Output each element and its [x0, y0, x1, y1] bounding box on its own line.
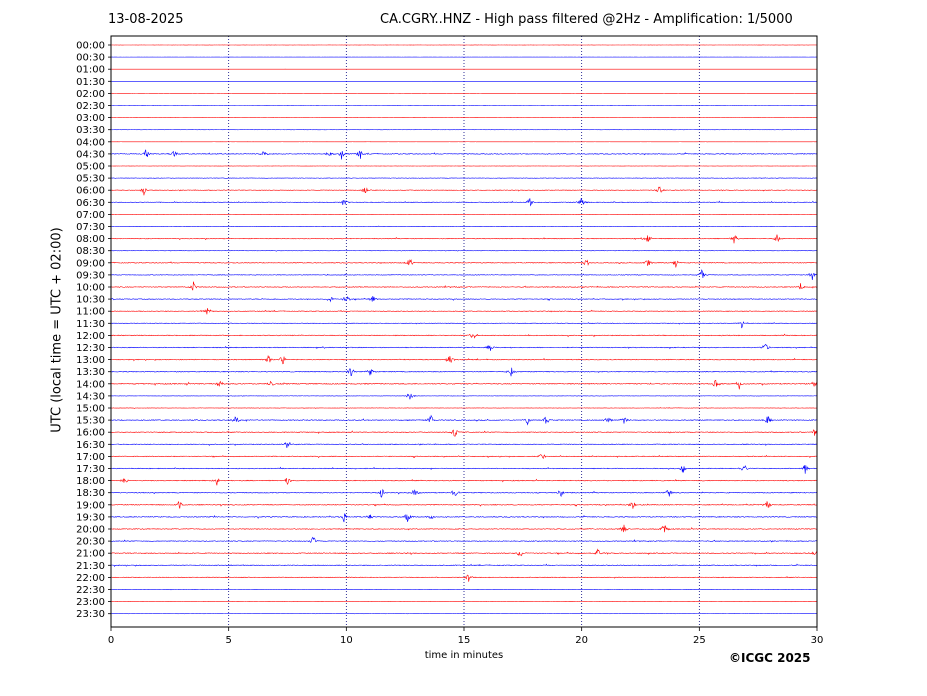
y-tick-label: 21:30: [76, 561, 105, 572]
y-tick-label: 00:00: [76, 41, 105, 52]
y-tick-label: 10:30: [76, 295, 105, 306]
trace-1000: [110, 281, 818, 291]
y-tick-label: 17:00: [76, 452, 105, 463]
trace-1730: [110, 465, 818, 474]
y-tick-label: 15:00: [76, 404, 105, 415]
y-tick-label: 05:30: [76, 174, 105, 185]
trace-1430: [110, 393, 818, 400]
trace-1400: [110, 379, 818, 390]
y-tick-label: 14:00: [76, 379, 105, 390]
y-tick-label: 12:00: [76, 331, 105, 342]
y-tick-label: 07:00: [76, 210, 105, 221]
chart-title: CA.CGRY..HNZ - High pass filtered @2Hz -…: [380, 12, 793, 27]
x-axis-label: time in minutes: [424, 650, 504, 661]
y-tick-label: 23:30: [76, 609, 105, 620]
trace-0430: [110, 149, 818, 160]
grid-layer: [228, 36, 700, 627]
trace-0600: [110, 186, 818, 196]
y-tick-label: 20:30: [76, 537, 105, 548]
trace-1330: [110, 367, 818, 377]
trace-2200: [110, 574, 818, 582]
y-tick-label: 09:30: [76, 270, 105, 281]
trace-1100: [110, 308, 818, 315]
trace-0900: [110, 259, 818, 268]
plot-frame: [110, 35, 818, 628]
y-tick-label: 14:30: [76, 391, 105, 402]
trace-1030: [110, 296, 818, 303]
trace-0930: [110, 269, 818, 280]
y-tick-label: 06:30: [76, 198, 105, 209]
y-tick-label: 15:30: [76, 416, 105, 427]
y-tick-label: 02:00: [76, 89, 105, 100]
trace-0830: [110, 249, 818, 252]
trace-1800: [110, 478, 818, 486]
y-tick-label: 10:00: [76, 283, 105, 294]
x-tick-label: 20: [575, 635, 588, 646]
trace-layer: [110, 44, 818, 615]
trace-2030: [110, 536, 818, 543]
y-tick-label: 18:00: [76, 476, 105, 487]
tick-layer: 00:0000:3001:0001:3002:0002:3003:0003:30…: [76, 41, 823, 647]
x-tick-label: 10: [340, 635, 353, 646]
y-tick-label: 09:00: [76, 258, 105, 269]
y-tick-label: 06:00: [76, 186, 105, 197]
y-tick-label: 20:00: [76, 525, 105, 536]
trace-1230: [110, 343, 818, 351]
y-tick-label: 00:30: [76, 53, 105, 64]
trace-2130: [110, 563, 818, 568]
trace-1700: [110, 454, 818, 459]
trace-0630: [110, 197, 818, 207]
y-tick-label: 19:30: [76, 512, 105, 523]
y-tick-label: 22:00: [76, 573, 105, 584]
trace-1530: [110, 414, 818, 426]
y-tick-label: 05:00: [76, 162, 105, 173]
x-tick-label: 0: [108, 635, 114, 646]
y-tick-label: 01:00: [76, 65, 105, 76]
x-tick-label: 5: [225, 635, 231, 646]
y-tick-label: 13:30: [76, 367, 105, 378]
y-tick-label: 23:00: [76, 597, 105, 608]
y-tick-label: 01:30: [76, 77, 105, 88]
trace-0800: [110, 234, 818, 244]
y-tick-label: 08:30: [76, 246, 105, 257]
y-tick-label: 02:30: [76, 101, 105, 112]
y-tick-label: 11:00: [76, 307, 105, 318]
y-tick-label: 03:00: [76, 113, 105, 124]
trace-1600: [110, 429, 818, 437]
x-tick-label: 30: [811, 635, 824, 646]
y-tick-label: 21:00: [76, 549, 105, 560]
x-tick-label: 15: [458, 635, 471, 646]
copyright-label: ©ICGC 2025: [729, 651, 811, 665]
x-tick-label: 25: [693, 635, 706, 646]
trace-2100: [110, 548, 818, 557]
y-tick-label: 19:00: [76, 500, 105, 511]
trace-1300: [110, 355, 818, 365]
trace-1900: [110, 500, 818, 509]
trace-1830: [110, 488, 818, 498]
y-tick-label: 18:30: [76, 488, 105, 499]
y-tick-label: 07:30: [76, 222, 105, 233]
y-tick-label: 13:00: [76, 355, 105, 366]
trace-1630: [110, 441, 818, 449]
date-label: 13-08-2025: [108, 12, 184, 27]
y-tick-label: 16:00: [76, 428, 105, 439]
trace-0530: [110, 177, 818, 179]
y-tick-label: 11:30: [76, 319, 105, 330]
y-tick-label: 04:30: [76, 149, 105, 160]
y-tick-label: 22:30: [76, 585, 105, 596]
y-tick-label: 12:30: [76, 343, 105, 354]
trace-1200: [110, 333, 818, 339]
trace-1930: [110, 513, 818, 523]
trace-1130: [110, 321, 818, 329]
y-tick-label: 03:30: [76, 125, 105, 136]
y-tick-label: 16:30: [76, 440, 105, 451]
y-tick-label: 04:00: [76, 137, 105, 148]
y-tick-label: 08:00: [76, 234, 105, 245]
trace-0730: [110, 225, 818, 228]
y-tick-label: 17:30: [76, 464, 105, 475]
trace-1500: [110, 407, 818, 409]
trace-2000: [110, 524, 818, 533]
